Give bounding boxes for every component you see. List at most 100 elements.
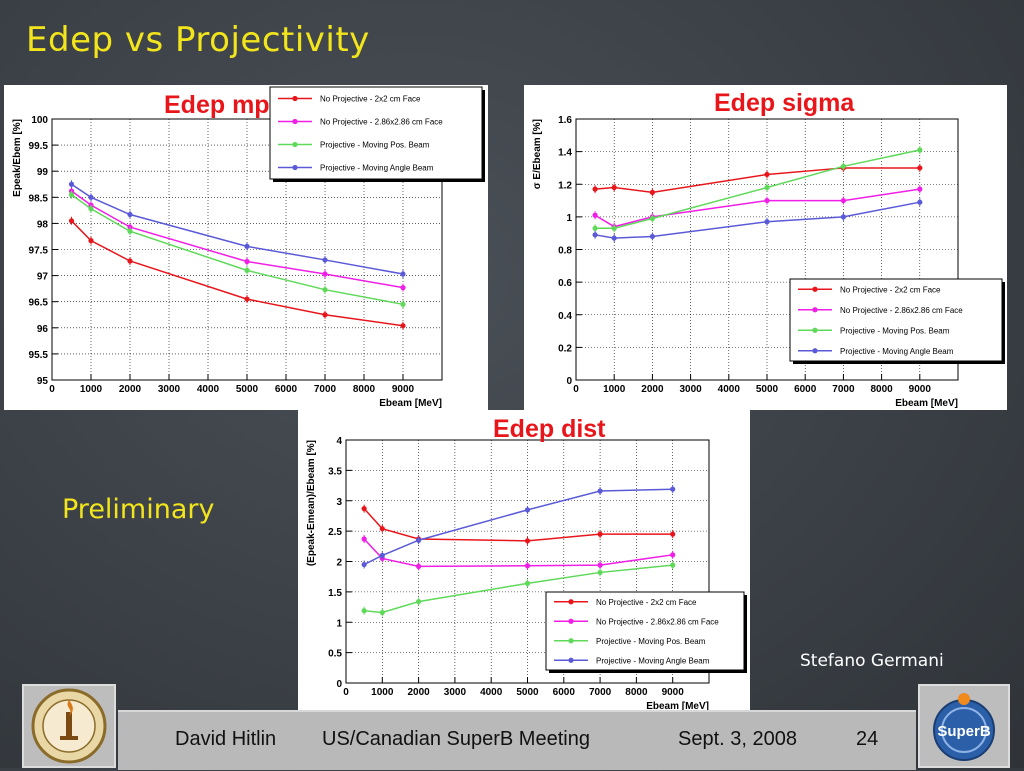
data-point: [840, 163, 846, 169]
x-tick-label: 9000: [392, 384, 415, 395]
data-point: [361, 561, 367, 568]
legend-marker: [292, 118, 298, 125]
data-point: [917, 199, 923, 205]
data-point: [597, 531, 603, 537]
legend-marker: [812, 307, 818, 313]
data-point: [840, 214, 846, 220]
data-point: [127, 224, 133, 230]
x-tick-label: 4000: [480, 687, 503, 698]
data-point: [840, 197, 846, 204]
x-tick-label: 2000: [119, 384, 142, 395]
data-point: [670, 562, 676, 568]
data-point: [416, 563, 422, 569]
legend-marker: [812, 286, 818, 292]
footer-page-number: 24: [856, 728, 879, 750]
series-line: [70, 220, 404, 327]
footer-bar: [118, 710, 916, 770]
y-tick-label: 96: [37, 324, 49, 335]
y-tick-label: 1: [336, 618, 342, 629]
series-line: [364, 564, 673, 614]
data-point: [400, 285, 406, 291]
x-tick-label: 6000: [794, 384, 817, 395]
data-point: [244, 243, 250, 249]
x-axis-label: Ebeam [MeV]: [895, 398, 958, 409]
data-point: [379, 609, 385, 616]
data-point: [764, 184, 770, 191]
y-tick-label: 97: [37, 272, 49, 283]
x-tick-label: 0: [343, 687, 349, 698]
x-tick-label: 5000: [516, 687, 539, 698]
data-point: [379, 526, 385, 532]
y-tick-label: 4: [336, 436, 342, 447]
y-tick-label: 99.5: [29, 141, 49, 152]
data-point: [68, 218, 75, 224]
data-point: [127, 211, 133, 218]
x-axis-label: Ebeam [MeV]: [646, 701, 709, 712]
y-tick-label: 0.6: [558, 278, 572, 289]
data-point: [400, 301, 406, 307]
legend-label: Projective - Moving Pos. Beam: [596, 637, 706, 646]
superb-logo-text: SuperB: [937, 723, 991, 740]
legend-label: Projective - Moving Pos. Beam: [320, 141, 430, 150]
y-tick-label: 1.5: [328, 588, 342, 599]
x-axis-label: Ebeam [MeV]: [379, 398, 442, 409]
footer-presenter: David Hitlin: [175, 728, 277, 750]
data-point: [524, 507, 531, 513]
data-point: [649, 215, 655, 222]
data-point: [88, 194, 94, 200]
superb-logo-box: SuperB: [918, 684, 1010, 768]
data-point: [127, 228, 133, 234]
data-point: [670, 486, 676, 492]
data-point: [416, 598, 422, 605]
legend-label: Projective - Moving Angle Beam: [596, 656, 710, 665]
y-tick-label: 2.5: [328, 527, 342, 538]
caltech-seal-icon: [31, 688, 107, 764]
x-tick-label: 0: [573, 384, 579, 395]
data-point: [68, 181, 75, 187]
data-point: [592, 225, 598, 231]
data-point: [764, 197, 770, 204]
data-point: [649, 233, 655, 240]
y-tick-label: 95: [37, 376, 49, 387]
chart-title: Edep sigma: [714, 89, 855, 117]
y-tick-label: 3: [336, 497, 342, 508]
series-line: [594, 201, 920, 239]
series-line: [594, 188, 920, 228]
data-point: [649, 189, 655, 196]
chart-sigma: 0 0.2 0.4 0.6 0.8 1 1.2 1.4 1.6 0 1000 2000 3000 4000…: [532, 89, 1005, 409]
y-tick-label: 0.5: [328, 649, 342, 660]
x-tick-label: 3000: [158, 384, 181, 395]
chart-dist: 0 0.5 1 1.5 2 2.5 3 3.5 4 0 1000 2000 3000 4000 5000 60…: [306, 415, 747, 712]
data-point: [322, 257, 328, 263]
legend-label: Projective - Moving Pos. Beam: [840, 326, 950, 335]
series-line: [71, 183, 404, 275]
data-point: [400, 271, 406, 277]
data-point: [416, 537, 422, 543]
preliminary-label: Preliminary: [62, 494, 215, 525]
data-point: [379, 552, 385, 559]
data-point: [400, 323, 406, 329]
data-point: [361, 506, 367, 512]
x-tick-label: 4000: [197, 384, 220, 395]
data-point: [611, 235, 617, 241]
x-tick-label: 7000: [832, 384, 855, 395]
author-name: Stefano Germani: [800, 651, 944, 671]
x-tick-label: 2000: [641, 384, 664, 395]
y-tick-label: 0.2: [558, 343, 572, 354]
y-tick-label: 0: [566, 376, 572, 387]
y-tick-label: 97.5: [29, 246, 49, 257]
data-point: [322, 287, 328, 293]
chart-panel-dist: 0 0.5 1 1.5 2 2.5 3 3.5 4 0 1000 2000 3000 4000 5000 60…: [298, 410, 750, 712]
x-tick-label: 9000: [662, 687, 685, 698]
legend-label: No Projective - 2x2 cm Face: [840, 285, 941, 294]
x-tick-label: 1000: [603, 384, 626, 395]
legend-marker: [812, 327, 818, 333]
x-tick-label: 0: [49, 384, 55, 395]
y-tick-label: 99: [37, 167, 49, 178]
x-tick-label: 4000: [718, 384, 741, 395]
data-point: [322, 312, 328, 318]
data-point: [611, 225, 617, 231]
legend-box: [545, 591, 745, 671]
x-tick-label: 3000: [444, 687, 467, 698]
data-point: [611, 184, 617, 191]
